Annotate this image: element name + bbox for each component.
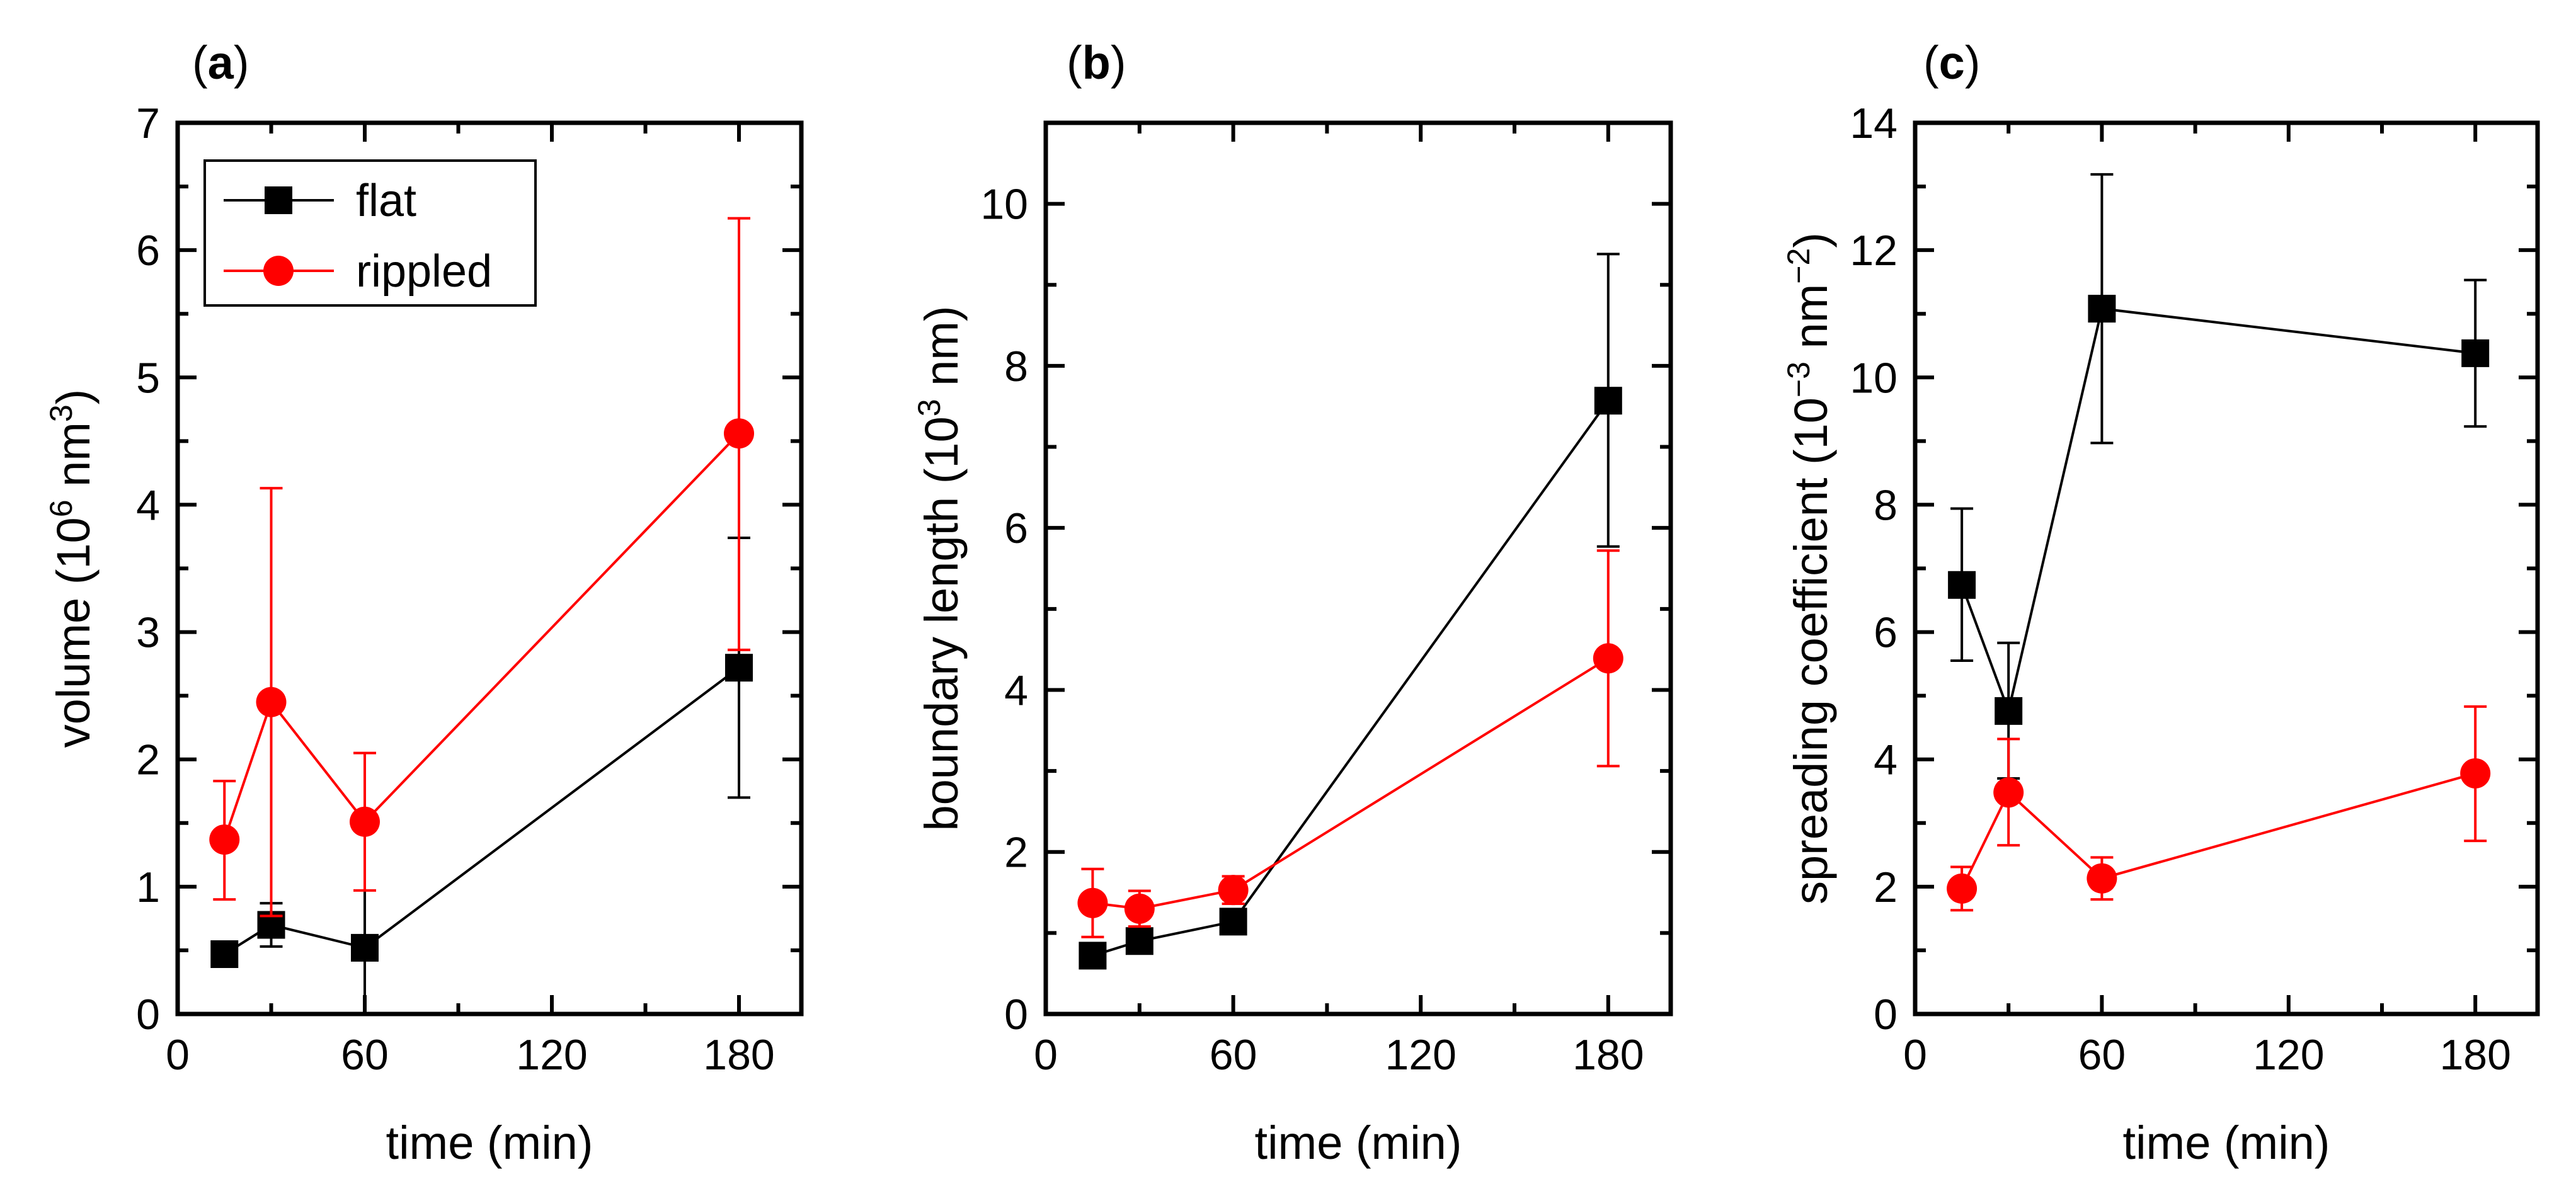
y-axis-title: boundary length (103 nm) bbox=[912, 305, 968, 831]
legend-label: rippled bbox=[356, 246, 492, 297]
panel-label: (c) bbox=[1923, 37, 1980, 89]
legend-marker-circle bbox=[263, 256, 294, 286]
series-line-rippled bbox=[1092, 657, 1609, 910]
y-tick-label: 12 bbox=[1850, 227, 1898, 275]
y-tick-label: 6 bbox=[136, 227, 160, 275]
x-axis-title: time (min) bbox=[386, 1117, 593, 1169]
x-tick-label: 180 bbox=[2439, 1031, 2510, 1079]
data-point-rippled bbox=[2087, 863, 2117, 894]
x-tick-label: 60 bbox=[341, 1031, 389, 1079]
data-point-flat bbox=[210, 940, 239, 968]
data-point-flat bbox=[1219, 908, 1247, 936]
data-point-rippled bbox=[2460, 758, 2491, 789]
series-rippled bbox=[1077, 549, 1623, 938]
x-tick-label: 180 bbox=[1572, 1031, 1644, 1079]
legend: flat rippled bbox=[203, 159, 537, 307]
x-tick-label: 120 bbox=[516, 1031, 587, 1079]
y-tick-label: 10 bbox=[1850, 354, 1898, 402]
x-tick-label: 120 bbox=[1385, 1031, 1456, 1079]
series-line-flat bbox=[224, 666, 740, 955]
data-point-flat bbox=[1995, 697, 2023, 725]
y-tick-label: 2 bbox=[136, 736, 160, 784]
y-tick-label: 4 bbox=[1874, 736, 1898, 784]
data-point-rippled bbox=[209, 824, 240, 855]
x-tick-label: 60 bbox=[2078, 1031, 2126, 1079]
panel-c: (c) 0 60 120 180 0 2 4 6 8 10 12 14 time (min) spreadi… bbox=[1781, 37, 2540, 1169]
data-point-flat bbox=[2088, 295, 2116, 323]
data-point-rippled bbox=[256, 686, 287, 717]
y-tick-label: 8 bbox=[1874, 481, 1898, 529]
x-axis-title: time (min) bbox=[1255, 1117, 1462, 1169]
data-point-rippled bbox=[1947, 873, 1978, 904]
legend-entry-flat: flat bbox=[224, 176, 416, 226]
data-point-flat bbox=[1948, 571, 1976, 599]
data-point-flat bbox=[725, 654, 753, 682]
y-tick-label: 4 bbox=[1004, 666, 1028, 714]
y-tick-label: 0 bbox=[136, 991, 160, 1039]
y-tick-label: 4 bbox=[136, 481, 160, 529]
series-line-flat bbox=[1092, 400, 1610, 957]
data-point-flat bbox=[351, 933, 379, 962]
x-tick-label: 0 bbox=[166, 1031, 190, 1079]
x-tick-label: 180 bbox=[703, 1031, 774, 1079]
y-tick-label: 6 bbox=[1874, 609, 1898, 657]
series-line-rippled bbox=[223, 432, 740, 840]
y-tick-label: 14 bbox=[1850, 100, 1898, 147]
data-point-rippled bbox=[1993, 777, 2024, 808]
y-axis-title: volume (106 nm3) bbox=[43, 389, 100, 748]
data-point-flat bbox=[2461, 339, 2490, 367]
data-point-rippled bbox=[724, 418, 754, 449]
y-tick-label: 3 bbox=[136, 609, 160, 657]
panel-a: (a) 0 60 120 180 0 1 2 3 4 5 6 7 time (min) volume (10… bbox=[43, 37, 804, 1169]
plot-frame bbox=[1043, 120, 1673, 1017]
y-tick-label: 0 bbox=[1004, 991, 1028, 1039]
panel-label: (b) bbox=[1067, 37, 1126, 89]
series-flat bbox=[1948, 173, 2490, 780]
x-axis-title: time (min) bbox=[2123, 1117, 2330, 1169]
y-tick-label: 2 bbox=[1004, 829, 1028, 877]
x-tick-label: 60 bbox=[1210, 1031, 1257, 1079]
data-point-flat bbox=[1079, 942, 1107, 970]
legend-label: flat bbox=[356, 176, 416, 226]
y-tick-label: 8 bbox=[1004, 343, 1028, 390]
y-tick-label: 1 bbox=[136, 863, 160, 911]
legend-box bbox=[203, 159, 537, 307]
y-tick-label: 2 bbox=[1874, 863, 1898, 911]
legend-entry-rippled: rippled bbox=[224, 246, 492, 297]
data-point-rippled bbox=[350, 806, 380, 837]
series-line-rippled bbox=[1961, 772, 2476, 889]
panel-label: (a) bbox=[192, 37, 249, 89]
data-point-rippled bbox=[1593, 643, 1623, 674]
panel-b: (b) 0 60 120 180 0 2 4 6 8 10 time (min) boundary le… bbox=[912, 37, 1673, 1169]
series-line-flat bbox=[1961, 307, 2476, 715]
y-tick-label: 0 bbox=[1874, 991, 1898, 1039]
y-axis-title: spreading coefficient (10−3 nm−2) bbox=[1781, 232, 1837, 904]
series-flat bbox=[1079, 253, 1622, 970]
data-point-flat bbox=[1594, 387, 1622, 415]
y-tick-label: 10 bbox=[980, 181, 1028, 229]
x-tick-label: 0 bbox=[1034, 1031, 1058, 1079]
data-point-rippled bbox=[1077, 887, 1108, 918]
y-tick-label: 7 bbox=[136, 100, 160, 147]
x-tick-label: 0 bbox=[1903, 1031, 1927, 1079]
y-tick-label: 6 bbox=[1004, 504, 1028, 552]
data-point-flat bbox=[1125, 927, 1153, 955]
legend-marker-square bbox=[265, 186, 292, 214]
series-rippled bbox=[1947, 705, 2491, 912]
data-point-rippled bbox=[1124, 893, 1155, 924]
series-rippled bbox=[209, 217, 754, 918]
y-tick-label: 5 bbox=[136, 354, 160, 402]
x-tick-label: 120 bbox=[2253, 1031, 2324, 1079]
data-point-rippled bbox=[1218, 875, 1249, 906]
